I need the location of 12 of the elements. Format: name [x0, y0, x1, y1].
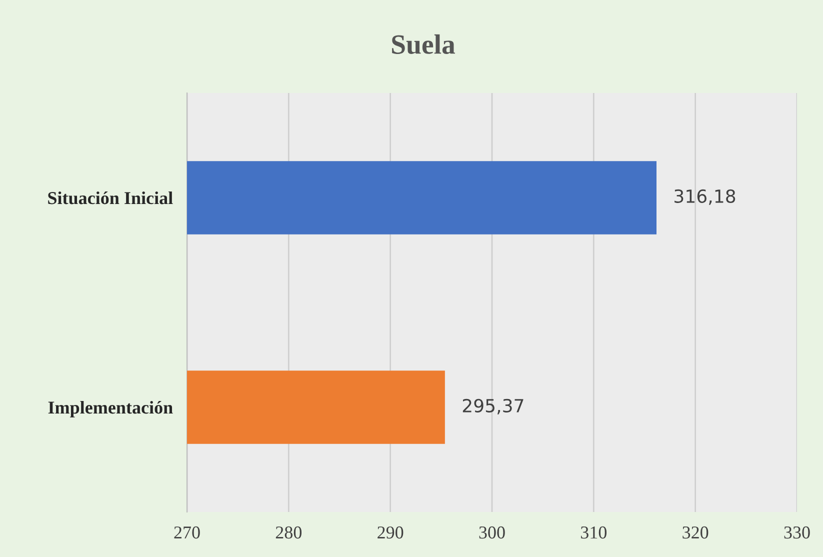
y-tick-label: Implementación [48, 400, 173, 418]
x-tick-label: 300 [479, 526, 505, 539]
x-tick-label: 320 [682, 526, 708, 539]
data-label: 295,37 [462, 398, 524, 414]
data-label: 316,18 [674, 189, 736, 205]
y-tick-label: Situación Inicial [48, 191, 173, 204]
x-tick-label: 290 [378, 526, 404, 539]
x-tick-label: 310 [580, 526, 607, 539]
x-tick-label: 280 [276, 526, 302, 539]
x-tick-label: 330 [784, 526, 810, 539]
x-tick-label: 270 [174, 526, 200, 539]
chart-title: Suela [392, 34, 455, 54]
